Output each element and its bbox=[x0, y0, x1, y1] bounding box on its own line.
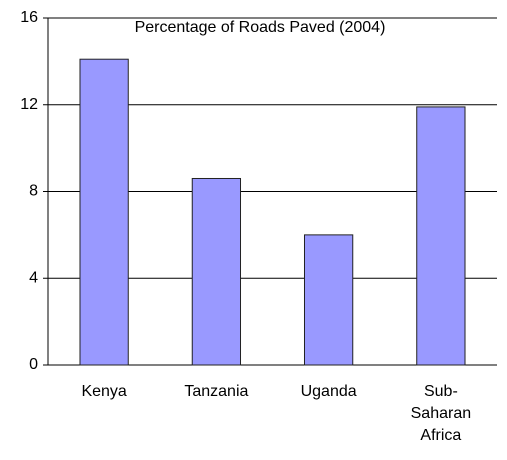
bar bbox=[416, 106, 466, 366]
y-tick-label: 0 bbox=[29, 356, 38, 373]
chart-title: Percentage of Roads Paved (2004) bbox=[135, 19, 386, 36]
y-tick-label: 8 bbox=[29, 183, 38, 200]
x-tick-label: Uganda bbox=[300, 383, 357, 400]
y-tick-label: 4 bbox=[29, 269, 38, 286]
bar bbox=[191, 177, 242, 366]
x-tick-label: Tanzania bbox=[184, 383, 249, 400]
y-tick-label: 12 bbox=[20, 96, 38, 113]
x-tick-label: Sub-Saharan Africa bbox=[410, 383, 472, 444]
y-tick-label: 16 bbox=[20, 9, 38, 26]
bar bbox=[79, 58, 129, 366]
x-tick-label: Kenya bbox=[81, 383, 127, 400]
bar bbox=[303, 234, 354, 366]
